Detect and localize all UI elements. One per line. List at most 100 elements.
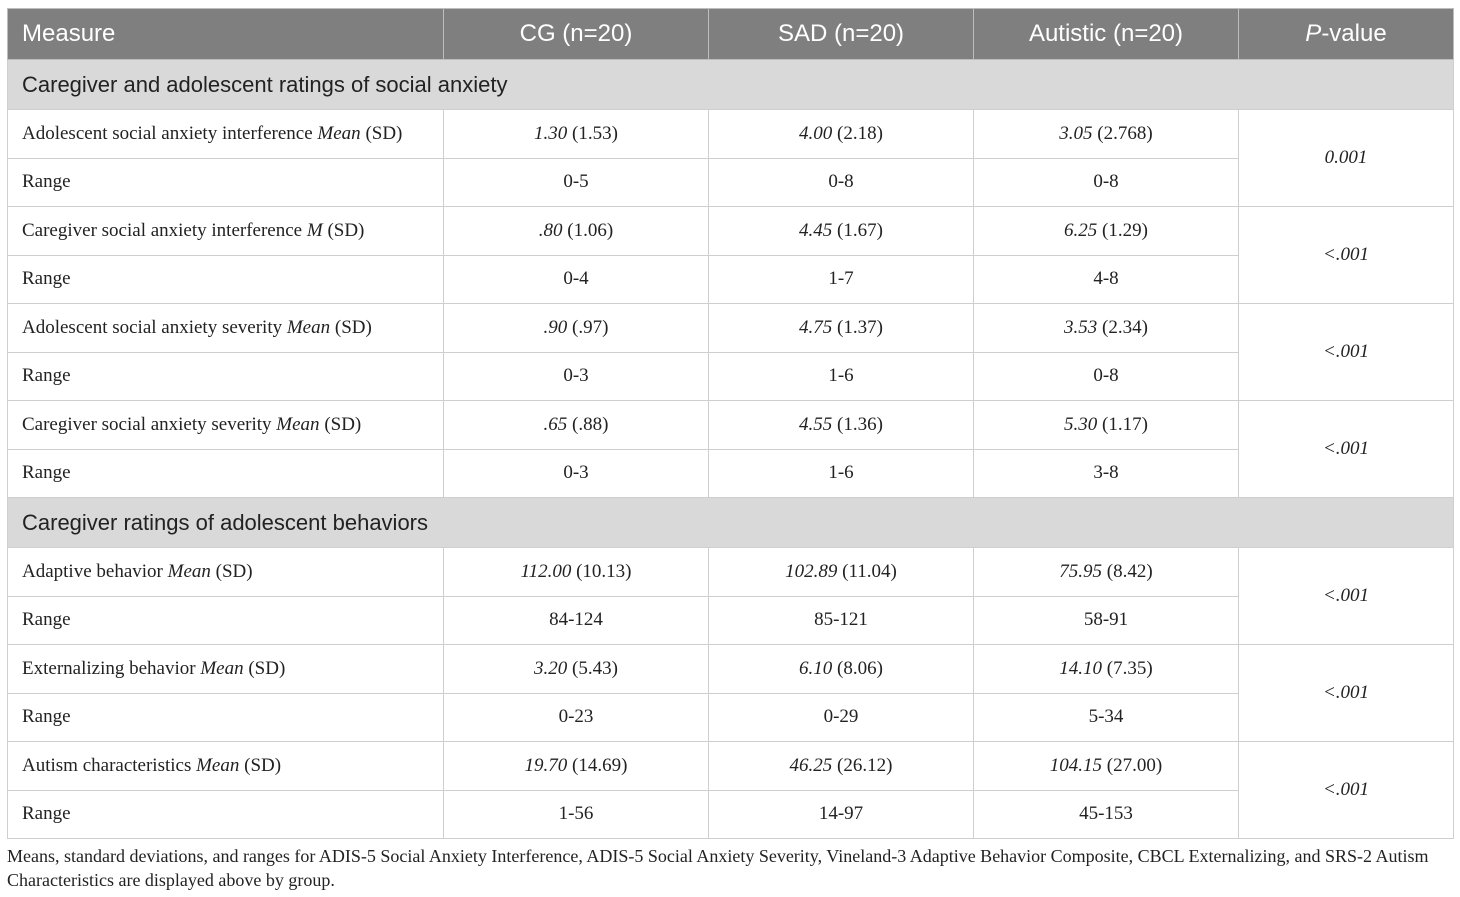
sad-range: 0-8 bbox=[708, 157, 974, 207]
sad-sd: (11.04) bbox=[837, 560, 897, 582]
measure-name: Adolescent social anxiety severity bbox=[22, 316, 287, 338]
table-row: Range 1-56 14-97 45-153 bbox=[7, 789, 1454, 839]
range-label: Range bbox=[7, 448, 444, 498]
autistic-mean-sd: 104.15 (27.00) bbox=[973, 741, 1239, 791]
table-row: Range 0-3 1-6 3-8 bbox=[7, 448, 1454, 498]
range-label: Range bbox=[7, 351, 444, 401]
cg-mean: .90 bbox=[543, 316, 568, 338]
results-table-container: Measure CG (n=20) SAD (n=20) Autistic (n… bbox=[7, 8, 1454, 839]
sad-mean-sd: 4.45 (1.67) bbox=[708, 206, 974, 256]
cg-range: 0-23 bbox=[443, 692, 709, 742]
measure-sd-label: (SD) bbox=[239, 754, 282, 776]
cg-range: 1-56 bbox=[443, 789, 709, 839]
measure-name: Caregiver social anxiety severity bbox=[22, 413, 277, 435]
cg-mean-sd: .80 (1.06) bbox=[443, 206, 709, 256]
cg-mean-sd: .65 (.88) bbox=[443, 400, 709, 450]
range-label: Range bbox=[7, 254, 444, 304]
measure-name: Adolescent social anxiety interference bbox=[22, 122, 318, 144]
table-footnote: Means, standard deviations, and ranges f… bbox=[7, 846, 1429, 890]
cg-mean: .80 bbox=[538, 219, 563, 241]
range-label: Range bbox=[7, 595, 444, 645]
autistic-mean: 5.30 bbox=[1064, 413, 1098, 435]
sad-mean-sd: 4.00 (2.18) bbox=[708, 109, 974, 159]
autistic-sd: (7.35) bbox=[1102, 657, 1153, 679]
cg-mean-sd: 112.00 (10.13) bbox=[443, 547, 709, 597]
measure-name: Autism characteristics bbox=[22, 754, 197, 776]
measure-label: Externalizing behavior Mean (SD) bbox=[7, 644, 444, 694]
sad-sd: (8.06) bbox=[832, 657, 883, 679]
autistic-mean-sd: 6.25 (1.29) bbox=[973, 206, 1239, 256]
sad-mean-sd: 46.25 (26.12) bbox=[708, 741, 974, 791]
section-row: Caregiver and adolescent ratings of soci… bbox=[7, 59, 1454, 110]
sad-range: 1-7 bbox=[708, 254, 974, 304]
autistic-range: 0-8 bbox=[973, 351, 1239, 401]
autistic-range: 58-91 bbox=[973, 595, 1239, 645]
table-header: Measure CG (n=20) SAD (n=20) Autistic (n… bbox=[7, 8, 1454, 60]
measure-label: Caregiver social anxiety interference M … bbox=[7, 206, 444, 256]
cg-mean-sd: 19.70 (14.69) bbox=[443, 741, 709, 791]
measure-sd-label: (SD) bbox=[243, 657, 286, 679]
cg-range: 0-4 bbox=[443, 254, 709, 304]
cg-mean: 1.30 bbox=[534, 122, 568, 144]
sad-sd: (1.36) bbox=[832, 413, 883, 435]
results-table: Measure CG (n=20) SAD (n=20) Autistic (n… bbox=[7, 8, 1454, 839]
sad-mean-sd: 102.89 (11.04) bbox=[708, 547, 974, 597]
cg-sd: (5.43) bbox=[567, 657, 618, 679]
sad-mean: 4.45 bbox=[799, 219, 833, 241]
cg-sd: (.97) bbox=[567, 316, 609, 338]
autistic-mean-sd: 75.95 (8.42) bbox=[973, 547, 1239, 597]
table-row: Caregiver social anxiety interference M … bbox=[7, 206, 1454, 304]
autistic-mean-sd: 3.05 (2.768) bbox=[973, 109, 1239, 159]
cg-mean-sd: 3.20 (5.43) bbox=[443, 644, 709, 694]
sad-mean-sd: 4.75 (1.37) bbox=[708, 303, 974, 353]
sad-mean-sd: 6.10 (8.06) bbox=[708, 644, 974, 694]
measure-sd-label: (SD) bbox=[360, 122, 403, 144]
measure-label: Adolescent social anxiety interference M… bbox=[7, 109, 444, 159]
measure-label: Autism characteristics Mean (SD) bbox=[7, 741, 444, 791]
sad-sd: (26.12) bbox=[832, 754, 893, 776]
autistic-sd: (1.29) bbox=[1097, 219, 1148, 241]
autistic-mean: 14.10 bbox=[1059, 657, 1103, 679]
table-row: Range 0-3 1-6 0-8 bbox=[7, 351, 1454, 401]
autistic-sd: (2.768) bbox=[1092, 122, 1153, 144]
measure-name: Adaptive behavior bbox=[22, 560, 168, 582]
table-body: Caregiver and adolescent ratings of soci… bbox=[7, 59, 1454, 839]
sad-range: 85-121 bbox=[708, 595, 974, 645]
measure-sd-label: (SD) bbox=[319, 413, 362, 435]
measure-stat: Mean bbox=[196, 754, 240, 776]
cg-range: 0-3 bbox=[443, 448, 709, 498]
p-value: <.001 bbox=[1238, 547, 1454, 645]
sad-mean: 46.25 bbox=[789, 754, 833, 776]
autistic-mean: 3.53 bbox=[1064, 316, 1098, 338]
autistic-range: 0-8 bbox=[973, 157, 1239, 207]
autistic-mean: 3.05 bbox=[1059, 122, 1093, 144]
header-measure: Measure bbox=[7, 8, 444, 60]
autistic-sd: (8.42) bbox=[1102, 560, 1153, 582]
table-row: Adaptive behavior Mean (SD) 112.00 (10.13… bbox=[7, 547, 1454, 645]
sad-mean: 6.10 bbox=[799, 657, 833, 679]
autistic-range: 5-34 bbox=[973, 692, 1239, 742]
sad-range: 1-6 bbox=[708, 448, 974, 498]
table-row: Range 84-124 85-121 58-91 bbox=[7, 595, 1454, 645]
autistic-mean-sd: 5.30 (1.17) bbox=[973, 400, 1239, 450]
table-row: Externalizing behavior Mean (SD) 3.20 (5.… bbox=[7, 644, 1454, 742]
sad-mean-sd: 4.55 (1.36) bbox=[708, 400, 974, 450]
header-value-suffix: -value bbox=[1321, 20, 1387, 47]
sad-mean: 102.89 bbox=[785, 560, 838, 582]
cg-sd: (.88) bbox=[567, 413, 609, 435]
sad-range: 1-6 bbox=[708, 351, 974, 401]
measure-sd-label: (SD) bbox=[322, 219, 365, 241]
cg-mean-sd: 1.30 (1.53) bbox=[443, 109, 709, 159]
autistic-mean-sd: 3.53 (2.34) bbox=[973, 303, 1239, 353]
autistic-mean: 104.15 bbox=[1049, 754, 1103, 776]
cg-mean: .65 bbox=[543, 413, 568, 435]
measure-sd-label: (SD) bbox=[210, 560, 253, 582]
cg-mean: 3.20 bbox=[534, 657, 568, 679]
table-row: Range 0-5 0-8 0-8 bbox=[7, 157, 1454, 207]
autistic-range: 3-8 bbox=[973, 448, 1239, 498]
sad-range: 14-97 bbox=[708, 789, 974, 839]
header-p-value: P-value bbox=[1238, 8, 1454, 60]
header-cg: CG (n=20) bbox=[443, 8, 709, 60]
header-autistic: Autistic (n=20) bbox=[973, 8, 1239, 60]
sad-sd: (2.18) bbox=[832, 122, 883, 144]
